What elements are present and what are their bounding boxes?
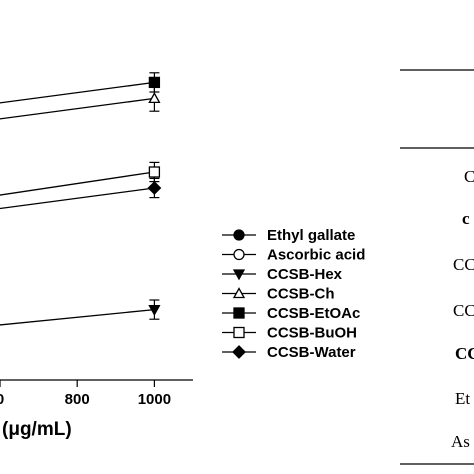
legend-label: CCSB-Ch <box>267 286 335 303</box>
legend-label: Ethyl gallate <box>267 227 355 244</box>
series-ccsb-buoh <box>0 161 161 196</box>
point-marker <box>232 269 246 281</box>
table-fragment: Cc CC CC CC Et As <box>400 69 474 465</box>
series-line <box>0 97 155 120</box>
point-marker <box>233 326 245 339</box>
point-marker <box>148 304 161 316</box>
series-ccsb-ch <box>0 84 161 120</box>
legend-label: CCSB-Hex <box>267 266 343 283</box>
legend-item: CCSB-Ch <box>222 286 335 303</box>
legend-label: CCSB-BuOH <box>267 325 357 342</box>
table-cell: c <box>462 209 470 228</box>
legend-item: CCSB-Water <box>222 344 356 361</box>
legend-item: CCSB-BuOH <box>222 325 357 342</box>
legend-label: Ascorbic acid <box>267 247 365 264</box>
series-layer <box>0 72 162 326</box>
x-tick-label: 0 <box>0 391 4 408</box>
table-cell: CC <box>453 255 474 274</box>
point-marker <box>147 181 162 195</box>
series-ccsb-hex <box>0 299 161 326</box>
point-marker <box>148 92 161 104</box>
x-axis-title: (μg/mL) <box>2 419 72 440</box>
point-marker <box>232 287 246 299</box>
legend-label: CCSB-Water <box>267 344 356 361</box>
legend-label: CCSB-EtOAc <box>267 305 360 322</box>
point-marker <box>232 345 246 359</box>
axes: 0 800 1000 (μg/mL) <box>0 379 193 440</box>
series-line <box>0 187 155 210</box>
point-marker <box>148 166 161 178</box>
table-cell: CC <box>455 344 474 363</box>
legend: Ethyl gallate Ascorbic acid CCSB-Hex CCSB-C… <box>222 227 365 361</box>
series-line <box>0 308 155 326</box>
series-ccsb-water <box>0 177 162 210</box>
series-line <box>0 81 155 104</box>
legend-item: CCSB-EtOAc <box>222 305 360 322</box>
series-ccsb-etoac <box>0 72 161 104</box>
legend-item: Ethyl gallate <box>222 227 355 244</box>
table-cell: Et <box>455 389 470 408</box>
point-marker <box>233 307 245 319</box>
point-marker <box>233 248 245 261</box>
legend-item: Ascorbic acid <box>222 247 365 264</box>
x-tick-label: 1000 <box>138 391 171 408</box>
table-cell: CC <box>453 301 474 320</box>
series-line <box>0 171 155 196</box>
table-cell: C <box>464 167 474 186</box>
x-tick-label: 800 <box>65 391 90 408</box>
legend-item: CCSB-Hex <box>222 266 343 283</box>
point-marker <box>148 76 161 89</box>
point-marker <box>233 229 245 241</box>
table-cell: As <box>451 432 470 451</box>
